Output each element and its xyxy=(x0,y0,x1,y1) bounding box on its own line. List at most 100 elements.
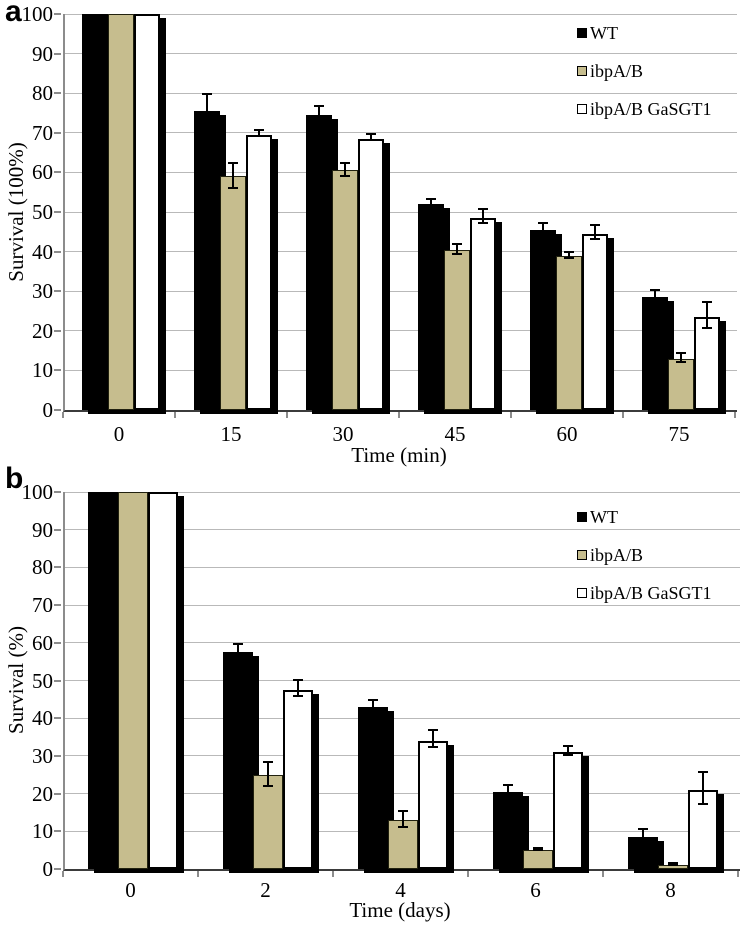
error-bar-top-cap xyxy=(532,847,543,850)
legend-label: ibpA/B xyxy=(590,61,644,81)
error-bar-top-cap xyxy=(667,862,678,865)
y-axis-tick xyxy=(54,717,61,720)
panel-a-letter: a xyxy=(5,0,22,28)
error-bar-line xyxy=(318,105,320,125)
bar-wt-0 xyxy=(87,492,118,869)
x-axis-tick xyxy=(62,871,64,877)
gridline xyxy=(65,642,740,644)
gridline xyxy=(65,717,740,719)
y-tick-label: 100 xyxy=(21,480,54,504)
gridline xyxy=(65,171,737,173)
error-bar-top-cap xyxy=(650,289,660,292)
error-bar-bottom-cap xyxy=(590,237,600,240)
y-axis-tick xyxy=(54,528,61,531)
gridline xyxy=(65,680,740,681)
bar-wt-60 xyxy=(530,221,556,410)
error-bar-bottom-cap xyxy=(262,784,273,787)
y-tick-label: 80 xyxy=(32,555,53,580)
error-bar-line xyxy=(701,770,704,805)
x-tick-label: 8 xyxy=(665,878,676,902)
bar-wt-4 xyxy=(357,699,388,869)
x-tick-label: 15 xyxy=(220,422,242,446)
error-bar-bottom-cap xyxy=(426,208,436,211)
x-axis-tick xyxy=(62,412,64,418)
x-tick-label: 75 xyxy=(668,422,690,446)
error-bar-line xyxy=(431,729,434,749)
error-bar-top-cap xyxy=(478,208,488,211)
legend-swatch-wt xyxy=(577,28,587,38)
gridline xyxy=(65,604,740,606)
error-bar-line xyxy=(206,93,208,129)
y-axis-tick xyxy=(54,329,61,332)
error-bar-top-cap xyxy=(262,760,273,763)
error-bar-top-cap xyxy=(228,161,238,164)
bar-ibpa-b-75 xyxy=(668,351,694,410)
legend-item-ibpa-b-gasgt1: ibpA/B GaSGT1 xyxy=(577,584,712,602)
legend-item-ibpa-b-gasgt1: ibpA/B GaSGT1 xyxy=(577,100,712,118)
error-bar-bottom-cap xyxy=(667,864,678,867)
x-tick-label: 4 xyxy=(395,878,406,902)
gridline xyxy=(65,793,740,795)
y-axis-tick xyxy=(54,171,61,174)
panel-b-letter: b xyxy=(5,462,24,495)
y-axis-tick xyxy=(54,131,61,134)
y-tick-label: 80 xyxy=(32,81,53,106)
error-bar-line xyxy=(401,809,404,829)
y-axis-tick xyxy=(54,92,61,95)
bar-ibpa-b-0 xyxy=(108,14,134,410)
error-bar-top-cap xyxy=(232,642,243,645)
panel-b-plot-area xyxy=(63,491,740,871)
gridline xyxy=(65,755,740,757)
y-tick-label: 0 xyxy=(42,398,54,422)
error-bar-bottom-cap xyxy=(702,326,712,329)
error-bar-bottom-cap xyxy=(676,361,686,364)
legend-label: WT xyxy=(590,507,618,527)
gridline xyxy=(65,330,737,332)
gridline xyxy=(65,491,740,493)
x-axis-tick xyxy=(510,412,512,418)
error-bar-top-cap xyxy=(340,161,350,164)
bar-ibpa-b-gasgt1-0 xyxy=(134,14,160,410)
error-bar-top-cap xyxy=(367,699,378,702)
gridline xyxy=(65,529,740,531)
error-bar-top-cap xyxy=(702,301,712,304)
error-bar-bottom-cap xyxy=(564,256,574,259)
bar-wt-30 xyxy=(306,105,332,410)
y-axis-tick xyxy=(54,369,61,372)
bar-wt-45 xyxy=(418,198,444,410)
y-tick-label: 60 xyxy=(32,630,53,655)
gridline xyxy=(65,369,737,371)
gridline xyxy=(65,13,737,15)
y-tick-label: 0 xyxy=(42,857,54,881)
y-tick-label: 20 xyxy=(32,318,53,343)
y-axis-tick xyxy=(54,679,61,682)
bar-ibpa-b-gasgt1-75 xyxy=(694,301,720,410)
error-bar-top-cap xyxy=(202,93,212,96)
y-axis-tick xyxy=(54,754,61,757)
legend-label: ibpA/B xyxy=(590,545,644,565)
y-tick-label: 30 xyxy=(32,743,53,768)
gridline xyxy=(65,251,737,253)
panel-a-x-axis-title: Time (min) xyxy=(351,443,447,467)
error-bar-line xyxy=(566,744,569,756)
panel-a-plot-area xyxy=(63,13,737,412)
error-bar-line xyxy=(370,132,372,141)
error-bar-line xyxy=(654,289,656,306)
legend-item-ibpa-b: ibpA/B xyxy=(577,546,712,564)
error-bar-bottom-cap xyxy=(366,138,376,141)
error-bar-bottom-cap xyxy=(232,659,243,662)
error-bar-top-cap xyxy=(366,132,376,135)
error-bar-top-cap xyxy=(452,242,462,245)
error-bar-bottom-cap xyxy=(478,221,488,224)
x-axis-tick xyxy=(467,871,469,877)
error-bar-top-cap xyxy=(697,770,708,773)
error-bar-top-cap xyxy=(564,250,574,253)
error-bar-bottom-cap xyxy=(637,844,648,847)
error-bar-bottom-cap xyxy=(650,303,660,306)
error-bar-top-cap xyxy=(538,221,548,224)
error-bar-line xyxy=(456,242,458,255)
bar-ibpa-b-gasgt1-2 xyxy=(282,678,313,869)
y-axis-tick xyxy=(54,868,61,870)
bar-ibpa-b-gasgt1-6 xyxy=(552,744,583,869)
